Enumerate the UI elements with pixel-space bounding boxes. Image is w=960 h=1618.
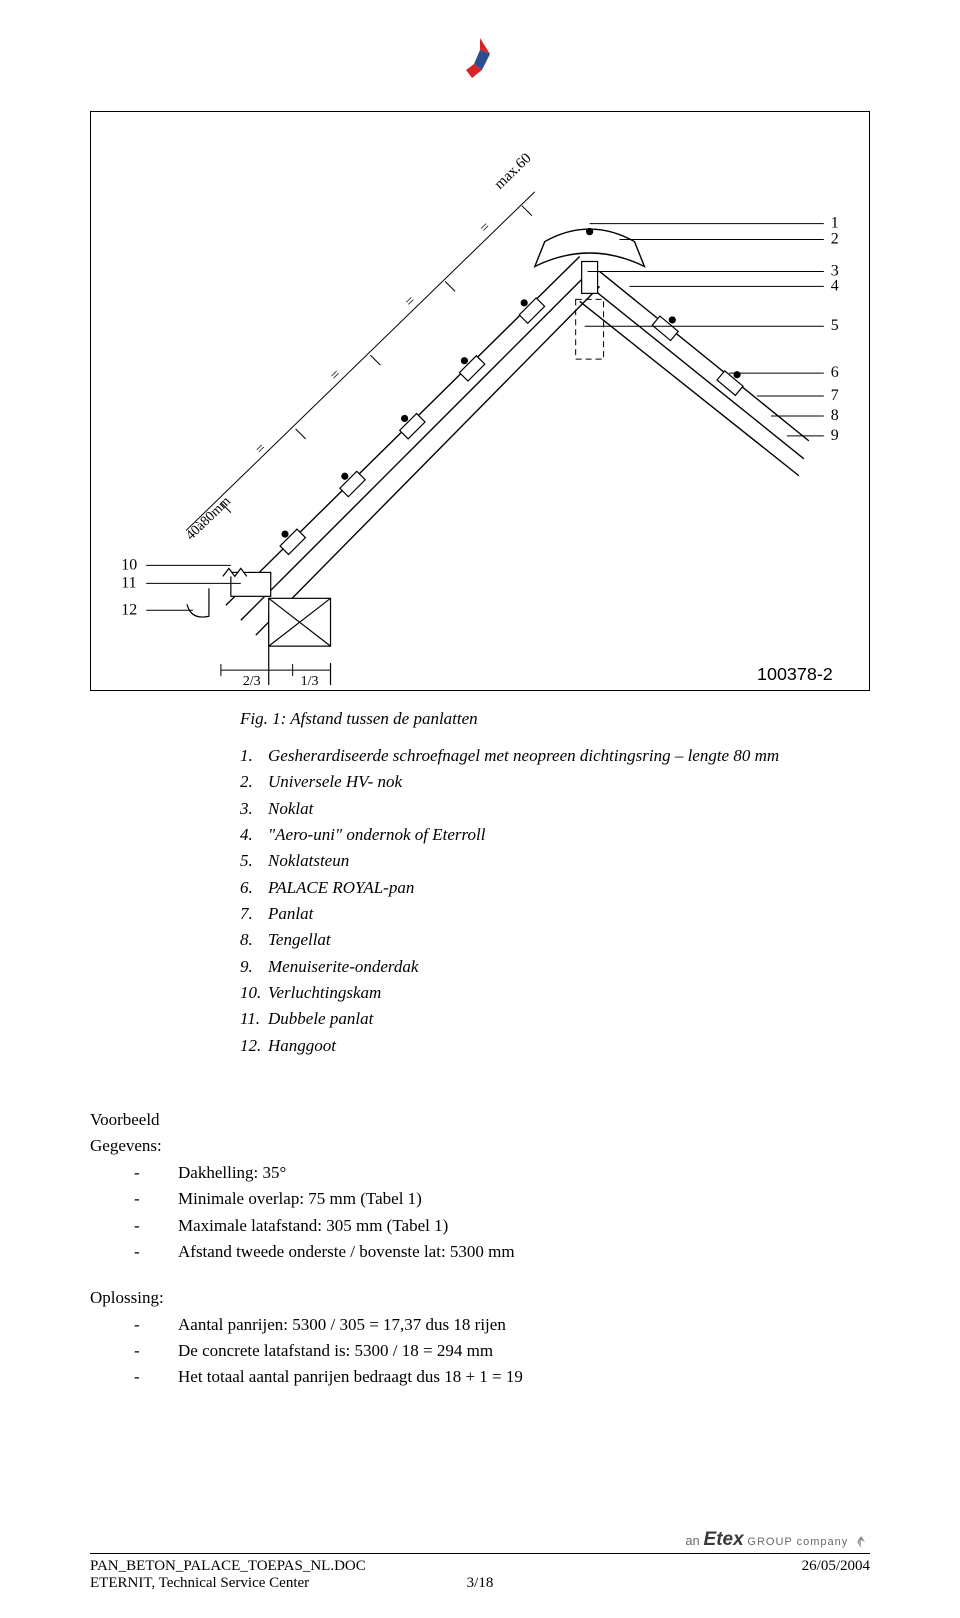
brand-suffix: GROUP company	[747, 1536, 848, 1548]
ratio-left: 2/3	[243, 674, 261, 689]
legend-text: Noklat	[268, 796, 313, 822]
brand-prefix: an	[685, 1533, 699, 1548]
callout-5: 5	[831, 317, 839, 334]
legend-text: Verluchtingskam	[268, 980, 381, 1006]
footer-date: 26/05/2004	[802, 1558, 870, 1575]
legend-text: Dubbele panlat	[268, 1006, 373, 1032]
footer-page: 3/18	[467, 1575, 494, 1592]
figure-caption: Fig. 1: Afstand tussen de panlatten	[240, 709, 870, 729]
given-item: Maximale latafstand: 305 mm (Tabel 1)	[178, 1213, 448, 1239]
legend-text: Gesherardiseerde schroefnagel met neopre…	[268, 743, 779, 769]
legend-num: 9.	[240, 954, 268, 980]
given-label: Gegevens:	[90, 1133, 870, 1159]
callout-10: 10	[121, 556, 137, 573]
legend-num: 12.	[240, 1033, 268, 1059]
callout-12: 12	[121, 601, 137, 618]
callout-4: 4	[831, 277, 839, 294]
callout-11: 11	[121, 574, 136, 591]
solution-label: Oplossing:	[90, 1285, 870, 1311]
callout-7: 7	[831, 387, 839, 404]
dash: -	[134, 1213, 178, 1239]
eq-mark-3: =	[402, 293, 419, 310]
footer-org: ETERNIT, Technical Service Center	[90, 1575, 309, 1592]
legend-num: 7.	[240, 901, 268, 927]
legend-num: 6.	[240, 875, 268, 901]
given-item: Afstand tweede onderste / bovenste lat: …	[178, 1239, 515, 1265]
legend-num: 3.	[240, 796, 268, 822]
callout-2: 2	[831, 231, 839, 248]
max-label: max.60	[492, 150, 535, 192]
legend-text: Universele HV- nok	[268, 769, 402, 795]
dash: -	[134, 1338, 178, 1364]
dash: -	[134, 1186, 178, 1212]
legend-text: Tengellat	[268, 927, 331, 953]
header-logo	[90, 30, 870, 91]
eq-mark-2: =	[327, 367, 344, 384]
legend-num: 1.	[240, 743, 268, 769]
solution-item: Het totaal aantal panrijen bedraagt dus …	[178, 1364, 523, 1390]
legend-text: Noklatsteun	[268, 848, 349, 874]
given-item: Dakhelling: 35°	[178, 1160, 286, 1186]
brand-name: Etex	[704, 1529, 744, 1550]
page-footer: an Etex GROUP company PAN_BETON_PALACE_T…	[90, 1529, 870, 1592]
callout-8: 8	[831, 407, 839, 424]
legend-text: PALACE ROYAL-pan	[268, 875, 414, 901]
legend-text: Panlat	[268, 901, 313, 927]
slope-eave-label: 40à80mm	[183, 494, 234, 544]
eq-mark-1: =	[252, 440, 269, 457]
legend-num: 8.	[240, 927, 268, 953]
legend-num: 11.	[240, 1006, 268, 1032]
solution-item: Aantal panrijen: 5300 / 305 = 17,37 dus …	[178, 1312, 506, 1338]
callout-1: 1	[831, 215, 839, 232]
legend-text: "Aero-uni" ondernok of Eterroll	[268, 822, 485, 848]
callout-9: 9	[831, 427, 839, 444]
given-item: Minimale overlap: 75 mm (Tabel 1)	[178, 1186, 422, 1212]
dash: -	[134, 1312, 178, 1338]
legend-num: 5.	[240, 848, 268, 874]
figure-diagram: = = = = max.60 40à80mm	[90, 111, 870, 691]
drawing-number: 100378-2	[757, 664, 833, 684]
legend-num: 4.	[240, 822, 268, 848]
callout-6: 6	[831, 364, 839, 381]
footer-doc: PAN_BETON_PALACE_TOEPAS_NL.DOC	[90, 1558, 366, 1575]
solution-item: De concrete latafstand is: 5300 / 18 = 2…	[178, 1338, 493, 1364]
dash: -	[134, 1364, 178, 1390]
dash: -	[134, 1239, 178, 1265]
legend-num: 10.	[240, 980, 268, 1006]
legend-list: 1.Gesherardiseerde schroefnagel met neop…	[240, 743, 870, 1059]
legend-text: Menuiserite-onderdak	[268, 954, 418, 980]
example-heading: Voorbeeld	[90, 1107, 870, 1133]
legend-text: Hanggoot	[268, 1033, 336, 1059]
legend-num: 2.	[240, 769, 268, 795]
dash: -	[134, 1160, 178, 1186]
ratio-right: 1/3	[301, 674, 319, 689]
